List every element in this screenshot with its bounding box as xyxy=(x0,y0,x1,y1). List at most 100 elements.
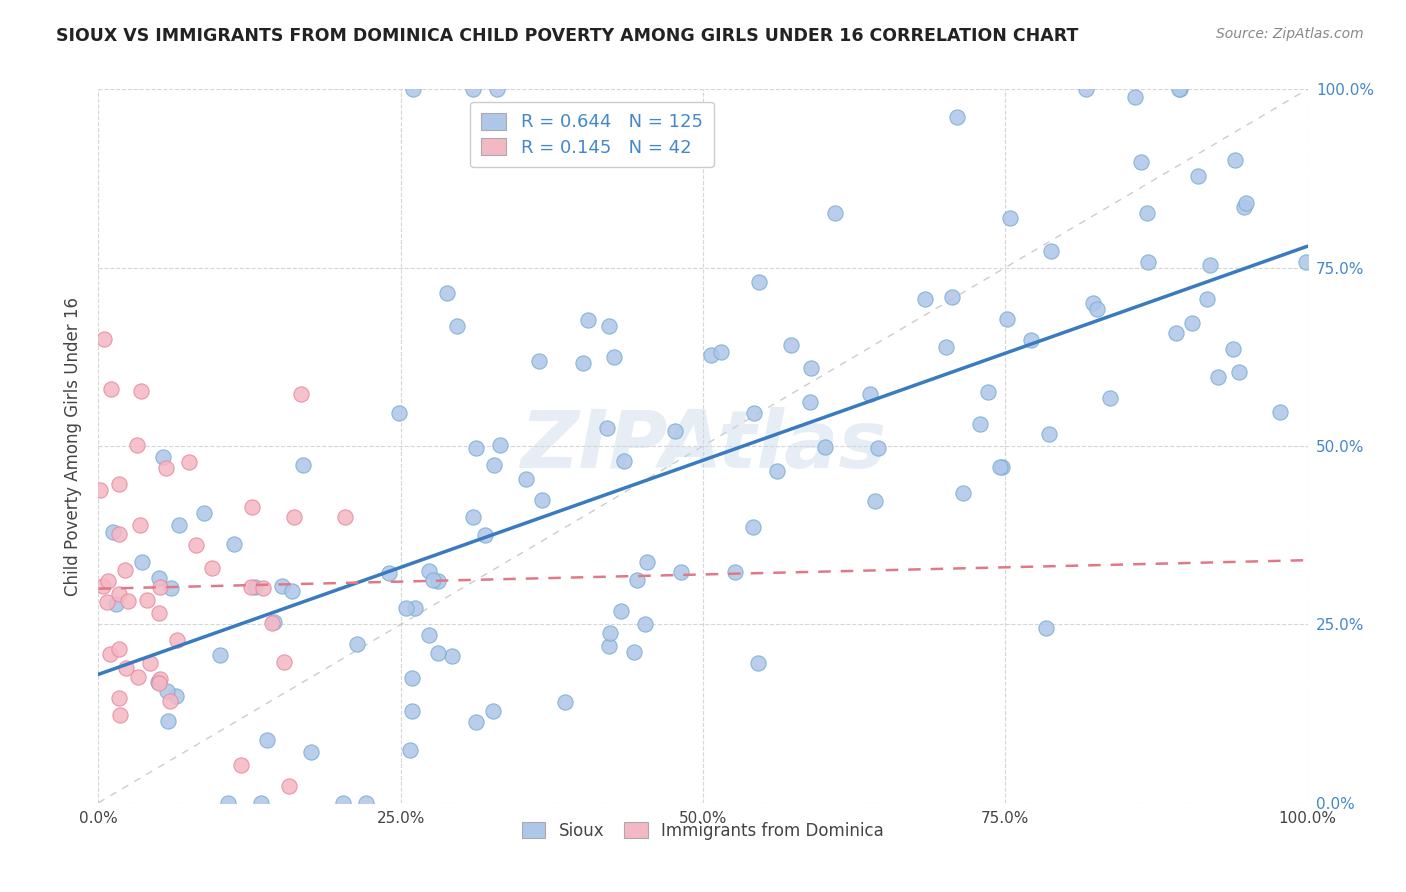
Point xyxy=(166,632,188,647)
Point xyxy=(97,574,120,588)
Point xyxy=(977,384,1000,399)
Point xyxy=(609,603,631,617)
Point xyxy=(96,595,118,609)
Point xyxy=(240,581,263,595)
Point xyxy=(474,528,496,542)
Point xyxy=(527,354,550,368)
Point xyxy=(576,313,599,327)
Point xyxy=(634,617,657,632)
Point xyxy=(418,628,440,642)
Point xyxy=(1038,426,1060,441)
Point xyxy=(766,464,789,478)
Point xyxy=(89,483,111,497)
Point xyxy=(402,82,425,96)
Point xyxy=(427,646,450,660)
Point xyxy=(281,584,304,599)
Point xyxy=(104,597,127,611)
Point xyxy=(799,394,821,409)
Point xyxy=(636,555,658,569)
Point xyxy=(1136,205,1159,219)
Point xyxy=(988,460,1011,475)
Point xyxy=(418,565,440,579)
Point xyxy=(131,554,153,568)
Point xyxy=(800,360,823,375)
Point xyxy=(354,796,377,810)
Point xyxy=(401,704,423,718)
Point xyxy=(1035,621,1057,635)
Point xyxy=(149,672,172,686)
Point xyxy=(1136,255,1159,269)
Point xyxy=(824,206,846,220)
Point xyxy=(598,318,620,333)
Point xyxy=(1223,153,1246,168)
Point xyxy=(863,494,886,508)
Point xyxy=(378,566,401,580)
Point xyxy=(422,573,444,587)
Point xyxy=(599,625,621,640)
Point xyxy=(159,581,181,595)
Text: ZIPAtlas: ZIPAtlas xyxy=(520,407,886,485)
Point xyxy=(1268,405,1291,419)
Point xyxy=(108,527,131,541)
Point xyxy=(482,458,505,472)
Point xyxy=(136,592,159,607)
Point xyxy=(465,441,488,455)
Point xyxy=(742,406,765,420)
Point xyxy=(741,520,763,534)
Point xyxy=(240,500,263,514)
Point xyxy=(101,524,124,539)
Point xyxy=(256,733,278,747)
Point xyxy=(201,560,224,574)
Point xyxy=(446,318,468,333)
Point xyxy=(152,450,174,465)
Point xyxy=(859,386,882,401)
Point xyxy=(723,565,745,579)
Point xyxy=(108,690,131,705)
Y-axis label: Child Poverty Among Girls Under 16: Child Poverty Among Girls Under 16 xyxy=(65,296,83,596)
Point xyxy=(1222,342,1244,356)
Point xyxy=(990,460,1012,475)
Point xyxy=(125,438,148,452)
Point xyxy=(399,743,422,757)
Point xyxy=(155,460,177,475)
Point xyxy=(1234,195,1257,210)
Point xyxy=(626,574,648,588)
Point xyxy=(335,510,357,524)
Point xyxy=(146,675,169,690)
Point xyxy=(748,275,770,289)
Point xyxy=(167,517,190,532)
Point xyxy=(598,639,620,653)
Point xyxy=(623,645,645,659)
Point xyxy=(149,580,172,594)
Point xyxy=(1187,169,1209,183)
Point xyxy=(117,594,139,608)
Point xyxy=(1019,333,1042,347)
Point xyxy=(969,417,991,431)
Point xyxy=(1168,82,1191,96)
Point xyxy=(710,344,733,359)
Point xyxy=(945,110,967,124)
Point xyxy=(177,455,200,469)
Point xyxy=(1083,296,1105,310)
Point xyxy=(148,571,170,585)
Point xyxy=(91,578,114,592)
Point xyxy=(603,351,626,365)
Point xyxy=(395,600,418,615)
Point xyxy=(935,340,957,354)
Point xyxy=(271,579,294,593)
Point xyxy=(148,606,170,620)
Point xyxy=(252,582,274,596)
Point xyxy=(571,356,593,370)
Point xyxy=(596,421,619,435)
Point xyxy=(129,518,152,533)
Point xyxy=(260,616,283,631)
Point xyxy=(1074,82,1097,96)
Text: Source: ZipAtlas.com: Source: ZipAtlas.com xyxy=(1216,27,1364,41)
Point xyxy=(114,563,136,577)
Point xyxy=(1208,369,1230,384)
Point xyxy=(273,655,295,669)
Point xyxy=(747,656,769,670)
Point xyxy=(1123,89,1146,103)
Point xyxy=(995,312,1018,326)
Point xyxy=(404,600,426,615)
